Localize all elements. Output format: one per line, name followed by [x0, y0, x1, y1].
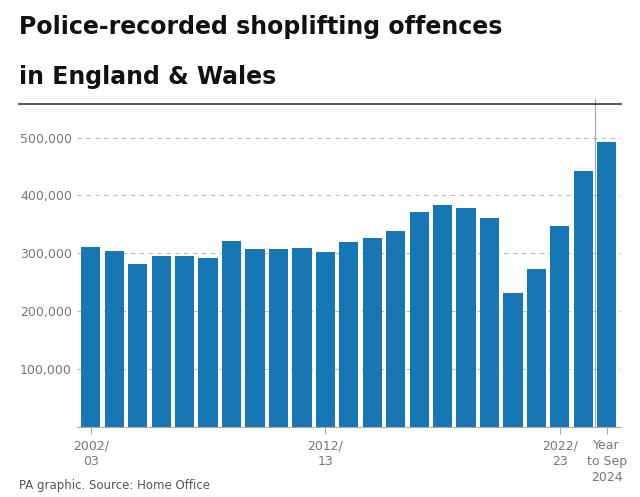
Bar — [198, 258, 218, 427]
Bar — [386, 232, 405, 427]
Bar — [503, 293, 522, 427]
Bar — [81, 247, 100, 427]
Text: Police-recorded shoplifting offences: Police-recorded shoplifting offences — [19, 15, 502, 39]
Bar — [597, 142, 616, 427]
Bar — [222, 241, 241, 427]
Text: in England & Wales: in England & Wales — [19, 65, 276, 88]
Bar — [527, 268, 546, 427]
Bar — [292, 248, 312, 427]
Bar — [245, 249, 264, 427]
Bar — [363, 239, 382, 427]
Bar — [456, 208, 476, 427]
Bar — [269, 249, 288, 427]
Bar — [316, 252, 335, 427]
Bar — [573, 170, 593, 427]
Bar — [480, 218, 499, 427]
Bar — [175, 256, 195, 427]
Bar — [433, 205, 452, 427]
Bar — [410, 212, 429, 427]
Bar — [152, 256, 171, 427]
Bar — [105, 251, 124, 427]
Bar — [550, 226, 570, 427]
Text: PA graphic. Source: Home Office: PA graphic. Source: Home Office — [19, 479, 210, 492]
Bar — [339, 242, 358, 427]
Bar — [128, 264, 147, 427]
